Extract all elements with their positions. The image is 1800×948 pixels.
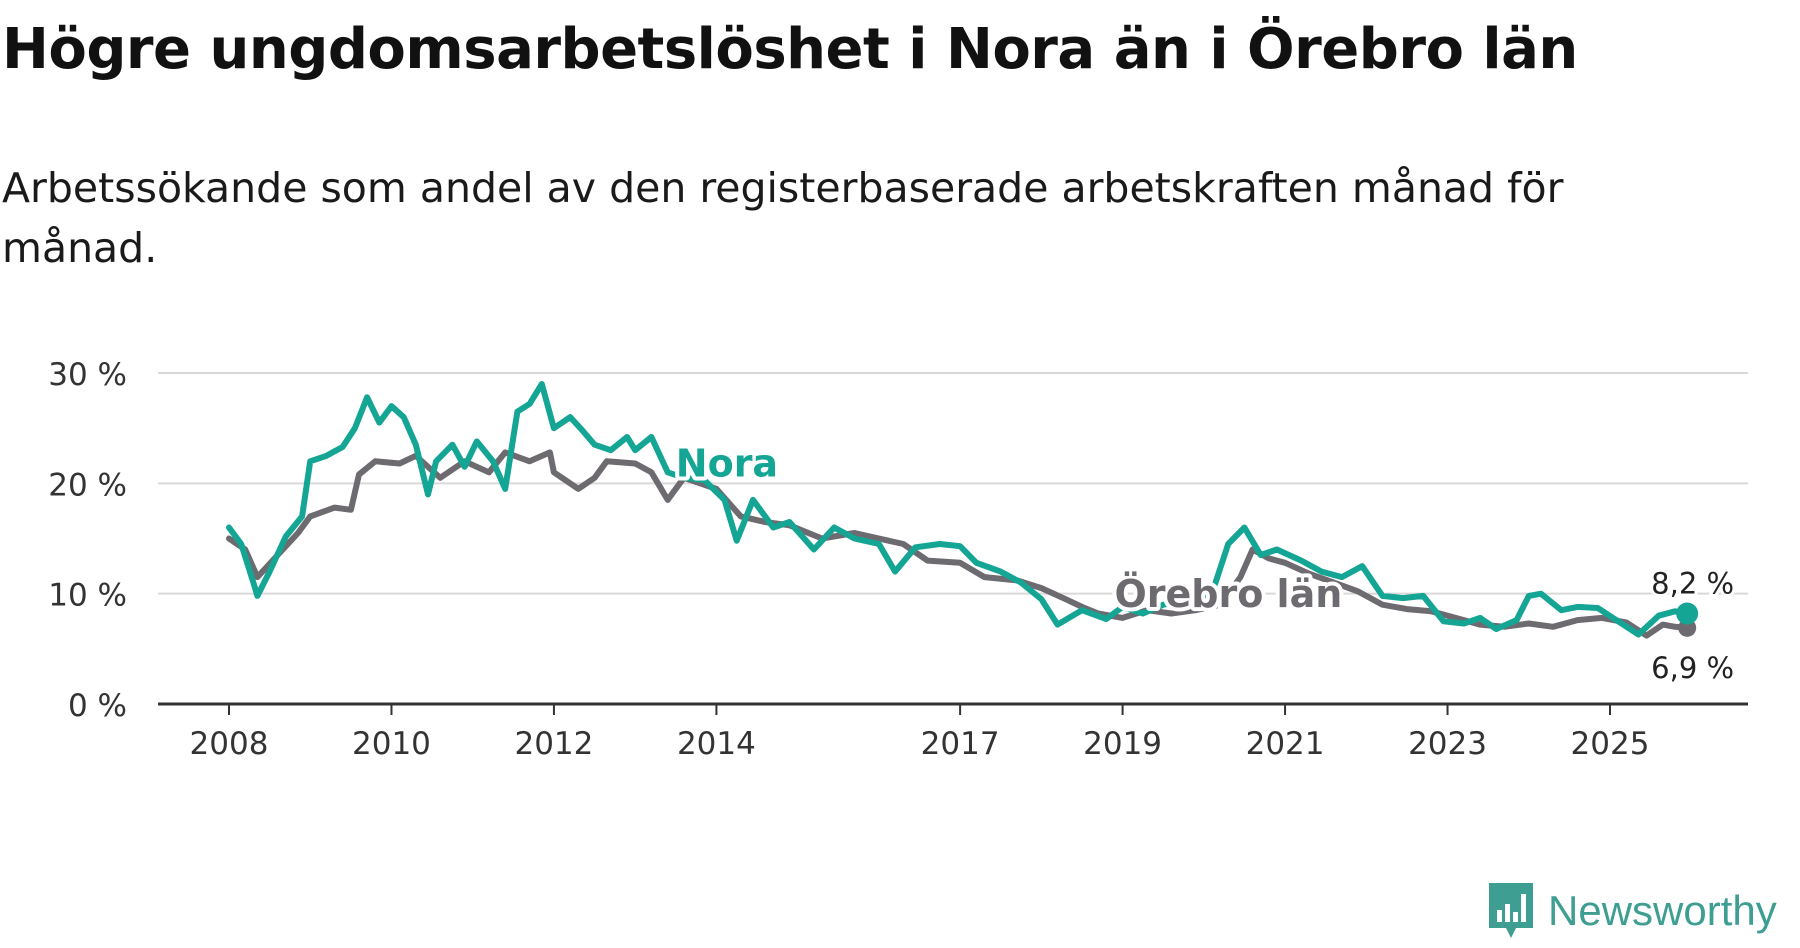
y-tick-label: 20 % bbox=[48, 467, 127, 503]
x-tick-label: 2014 bbox=[677, 726, 756, 762]
x-tick-label: 2019 bbox=[1083, 726, 1162, 762]
series-label-orebro-lan: Örebro län bbox=[1114, 572, 1342, 616]
y-tick-label: 0 % bbox=[68, 688, 127, 724]
chart-subtitle: Arbetssökande som andel av den registerb… bbox=[2, 164, 1564, 272]
y-tick-label: 10 % bbox=[48, 578, 127, 614]
axis-layer: 0 % 10 % 20 % 30 % 2008 2010 2012 2014 2017 2019 2… bbox=[48, 357, 1748, 762]
newsworthy-logo: Newsworthy bbox=[1486, 880, 1777, 942]
x-tick-label: 2010 bbox=[352, 726, 431, 762]
series-line-nora bbox=[226, 381, 1691, 638]
x-tick-label: 2012 bbox=[514, 726, 593, 762]
series-line-rebro-l-n bbox=[226, 449, 1691, 639]
chart-title: Högre ungdomsarbetslöshet i Nora än i Ör… bbox=[2, 17, 1578, 82]
end-label-nora: 8,2 % bbox=[1651, 567, 1734, 601]
series-layer bbox=[226, 381, 1699, 639]
end-label-orebro-lan: 6,9 % bbox=[1651, 651, 1734, 685]
x-tick-label: 2017 bbox=[921, 726, 1000, 762]
bar-chart-badge-icon bbox=[1489, 883, 1533, 938]
x-tick-label: 2008 bbox=[190, 726, 269, 762]
y-tick-label: 30 % bbox=[48, 357, 127, 393]
x-tick-label: 2025 bbox=[1571, 726, 1650, 762]
end-point-nora bbox=[1676, 602, 1699, 625]
label-layer: 8,2 % 6,9 % Nora Örebro län bbox=[672, 438, 1737, 688]
x-tick-label: 2023 bbox=[1408, 726, 1487, 762]
x-tick-label: 2021 bbox=[1246, 726, 1325, 762]
brand-name: Newsworthy bbox=[1548, 887, 1777, 934]
series-label-nora: Nora bbox=[676, 442, 778, 486]
